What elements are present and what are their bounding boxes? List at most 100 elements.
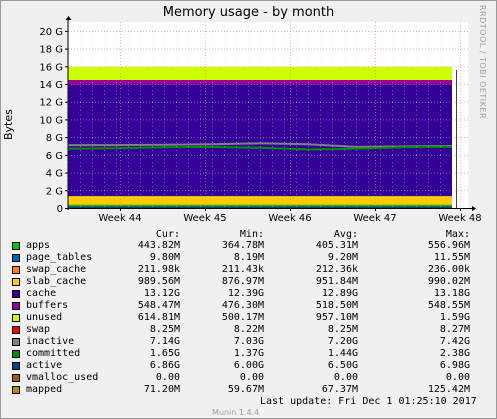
legend-swatch: [12, 314, 20, 322]
y-tick-label: 18 G: [39, 45, 63, 56]
legend-swatch: [12, 362, 20, 370]
legend-value-cur: 8.25M: [149, 324, 180, 335]
legend-value-max: 236.00k: [427, 264, 470, 275]
y-tick-label: 12 G: [39, 98, 63, 109]
legend-series-name: buffers: [26, 300, 69, 311]
legend-value-max: 11.55M: [433, 252, 470, 263]
legend-value-cur: 71.20M: [143, 384, 180, 395]
legend-series-name: slab_cache: [26, 276, 87, 287]
area-apps: [68, 204, 452, 208]
legend-row: active 6.86G 6.00G 6.50G 6.98G: [0, 360, 497, 372]
legend-row: committed 1.65G 1.37G 1.44G 2.38G: [0, 348, 497, 360]
y-tick-label: 16 G: [39, 62, 63, 73]
y-tick-label: 8 G: [46, 133, 63, 144]
legend-value-min: 0.00: [239, 372, 264, 383]
legend-swatch: [12, 290, 20, 298]
legend-value-avg: 518.50M: [315, 300, 358, 311]
area-unused: [68, 66, 452, 81]
legend-value-max: 8.27M: [439, 324, 470, 335]
y-tick-label: 6 G: [46, 151, 63, 162]
legend-header-min: Min:: [239, 229, 264, 240]
legend-value-min: 6.00G: [233, 360, 264, 371]
legend-swatch: [12, 278, 20, 286]
legend-series-name: committed: [26, 348, 81, 359]
legend-value-avg: 6.50G: [327, 360, 358, 371]
legend-series-name: inactive: [26, 336, 75, 347]
legend-value-min: 1.37G: [233, 348, 264, 359]
legend-value-max: 7.42G: [439, 336, 470, 347]
x-tick-label: Week 47: [353, 213, 396, 224]
legend-swatch: [12, 374, 20, 382]
legend-swatch: [12, 338, 20, 346]
legend-header-avg: Avg:: [333, 229, 358, 240]
legend-value-avg: 8.25M: [327, 324, 358, 335]
legend-value-min: 876.97M: [221, 276, 264, 287]
legend-value-avg: 12.89G: [321, 288, 358, 299]
legend-swatch: [12, 254, 20, 262]
legend-swatch: [12, 326, 20, 334]
legend-value-avg: 0.00: [333, 372, 358, 383]
legend-row: swap_cache 211.98k 211.43k 212.36k 236.00k: [0, 264, 497, 276]
y-tick-label: 20 G: [39, 27, 63, 38]
legend-value-max: 548.55M: [427, 300, 470, 311]
legend-value-cur: 1.65G: [149, 348, 180, 359]
legend-row: slab_cache 989.56M 876.97M 951.84M 990.02M: [0, 276, 497, 288]
legend-swatch: [12, 242, 20, 250]
now-gap: [452, 72, 455, 208]
legend-value-cur: 443.82M: [137, 240, 180, 251]
legend-row: apps 443.82M 364.78M 405.31M 556.96M: [0, 240, 497, 252]
legend-header-max: Max:: [445, 229, 470, 240]
legend-series-name: apps: [26, 240, 51, 251]
x-tick-label: Week 44: [98, 213, 141, 224]
legend-series-name: unused: [26, 312, 63, 323]
legend-value-min: 211.43k: [221, 264, 264, 275]
legend-value-max: 0.00: [445, 372, 470, 383]
last-update: Last update: Fri Dec 1 01:25:10 2017: [260, 396, 477, 407]
y-tick-label: 4 G: [46, 169, 63, 180]
legend-value-cur: 7.14G: [149, 336, 180, 347]
legend-value-cur: 13.12G: [143, 288, 180, 299]
y-tick-label: 14 G: [39, 80, 63, 91]
y-tick-label: 10 G: [39, 115, 63, 126]
legend-row: buffers 548.47M 476.30M 518.50M 548.55M: [0, 300, 497, 312]
legend-value-avg: 951.84M: [315, 276, 358, 287]
rrdtool-credit: RRDTOOL / TOBI OETIKER: [478, 5, 487, 120]
legend-value-cur: 614.81M: [137, 312, 180, 323]
legend-series-name: active: [26, 360, 63, 371]
legend-value-avg: 1.44G: [327, 348, 358, 359]
chart-title: Memory usage - by month: [162, 5, 335, 20]
legend-row: page_tables 9.80M 8.19M 9.20M 11.55M: [0, 252, 497, 264]
legend-value-min: 8.19M: [233, 252, 264, 263]
munin-version: Munin 1.4.4: [212, 408, 260, 417]
legend-value-max: 6.98G: [439, 360, 470, 371]
area-buffers: [68, 80, 452, 85]
legend-series-name: swap: [26, 324, 51, 335]
legend-value-min: 476.30M: [221, 300, 264, 311]
legend-value-avg: 9.20M: [327, 252, 358, 263]
x-axis-arrow: [472, 206, 476, 211]
legend-series-name: swap_cache: [26, 264, 87, 275]
legend-row: vmalloc_used 0.00 0.00 0.00 0.00: [0, 372, 497, 384]
legend-value-avg: 405.31M: [315, 240, 358, 251]
legend-swatch: [12, 266, 20, 274]
legend-value-min: 12.39G: [227, 288, 264, 299]
legend-swatch: [12, 302, 20, 310]
y-tick-label: 0: [57, 204, 63, 215]
legend-swatch: [12, 386, 20, 394]
x-tick-label: Week 45: [183, 213, 226, 224]
legend-value-cur: 0.00: [155, 372, 180, 383]
legend-row: inactive 7.14G 7.03G 7.20G 7.42G: [0, 336, 497, 348]
legend-series-name: page_tables: [26, 252, 93, 263]
y-tick-label: 2 G: [46, 186, 63, 197]
legend-value-min: 7.03G: [233, 336, 264, 347]
legend-value-cur: 6.86G: [149, 360, 180, 371]
legend-value-avg: 7.20G: [327, 336, 358, 347]
legend-value-cur: 211.98k: [137, 264, 180, 275]
legend-value-cur: 548.47M: [137, 300, 180, 311]
legend-series-name: cache: [26, 288, 57, 299]
line-active: [67, 145, 453, 151]
legend-series-name: vmalloc_used: [26, 372, 99, 383]
legend-value-max: 2.38G: [439, 348, 470, 359]
legend-value-max: 1.59G: [439, 312, 470, 323]
area-slab_cache: [68, 196, 452, 205]
